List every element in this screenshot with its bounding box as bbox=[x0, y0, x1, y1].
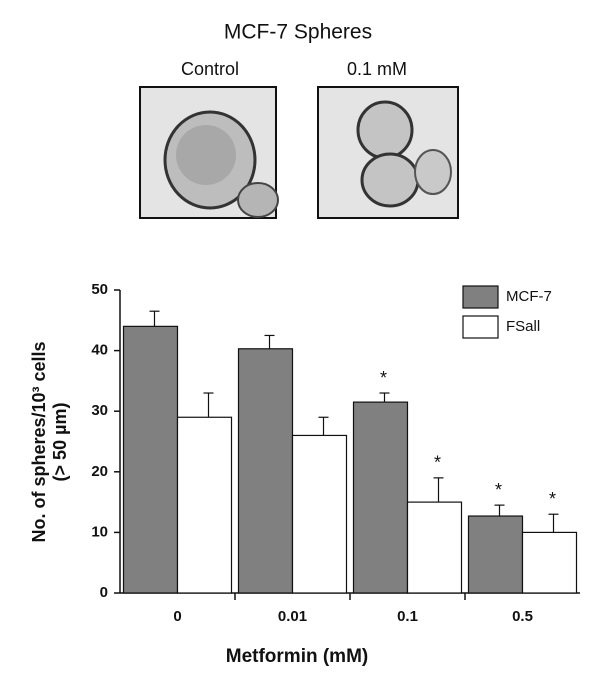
x-tick-label: 0 bbox=[173, 608, 181, 625]
y-tick-label: 20 bbox=[91, 463, 108, 480]
legend-label: MCF-7 bbox=[506, 288, 552, 305]
legend-swatch bbox=[462, 315, 499, 339]
significance: * bbox=[495, 480, 502, 500]
y-tick-label: 30 bbox=[91, 402, 108, 419]
significance: * bbox=[380, 368, 387, 388]
significance: * bbox=[434, 453, 441, 473]
x-tick-label: 0.1 bbox=[397, 608, 418, 625]
x-tick-label: 0.01 bbox=[278, 608, 307, 625]
sphere-image bbox=[317, 86, 459, 219]
y-tick-label: 50 bbox=[91, 281, 108, 298]
y-axis-title: No. of spheres/10³ cells bbox=[29, 341, 49, 542]
y-axis-title: (> 50 µm) bbox=[50, 403, 70, 482]
bar bbox=[467, 515, 524, 594]
x-axis-title: Metformin (mM) bbox=[226, 646, 368, 667]
y-tick-label: 0 bbox=[100, 584, 108, 601]
legend-swatch bbox=[462, 285, 499, 309]
legend-label: FSall bbox=[506, 318, 540, 335]
bar bbox=[352, 401, 409, 594]
bar bbox=[521, 531, 578, 594]
bar bbox=[406, 501, 463, 594]
panel-title: MCF-7 Spheres bbox=[224, 21, 372, 44]
bar bbox=[122, 325, 179, 594]
bar bbox=[291, 434, 348, 594]
image-label: Control bbox=[181, 59, 239, 79]
y-tick-label: 10 bbox=[91, 523, 108, 540]
y-tick-label: 40 bbox=[91, 342, 108, 359]
bar bbox=[237, 348, 294, 594]
image-label: 0.1 mM bbox=[347, 59, 407, 79]
bar bbox=[176, 416, 233, 594]
sphere-image bbox=[139, 86, 279, 219]
significance: * bbox=[549, 489, 556, 509]
x-tick-label: 0.5 bbox=[512, 608, 533, 625]
